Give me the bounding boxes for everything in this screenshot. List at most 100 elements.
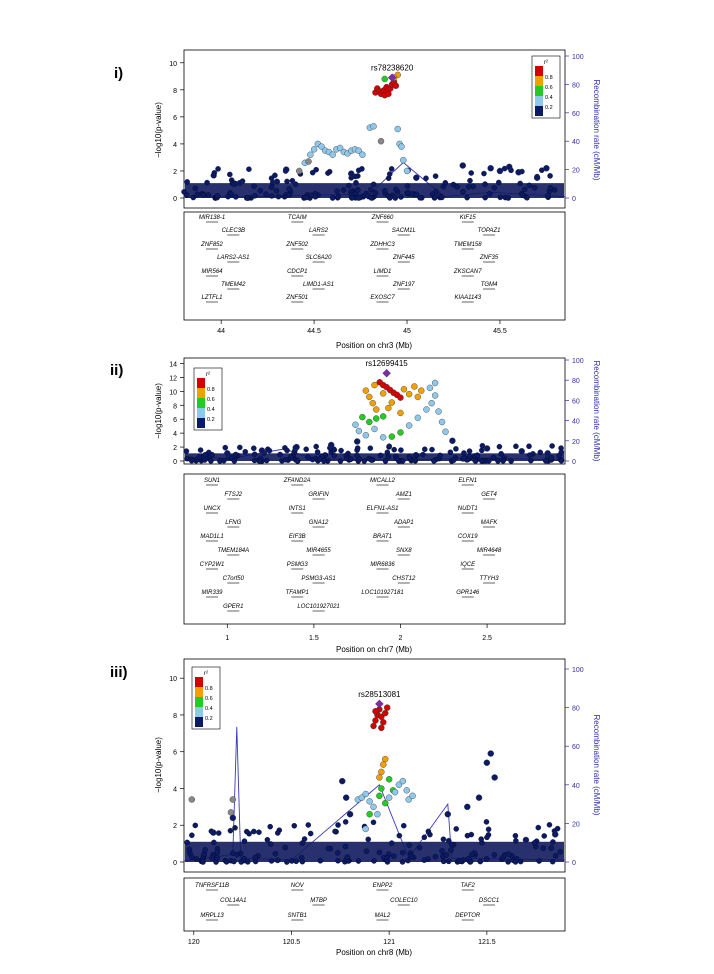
y2-tick-label: 60 <box>572 744 580 751</box>
snp-point <box>479 447 485 454</box>
snp-point <box>391 788 399 796</box>
gene-track-frame <box>183 211 566 321</box>
snp-point <box>370 819 377 826</box>
lead-snp-marker <box>382 368 391 378</box>
snp-point <box>352 421 359 428</box>
snp-point <box>208 458 214 464</box>
snp-point <box>454 184 460 190</box>
snp-point <box>469 851 475 858</box>
snp-point <box>403 787 410 794</box>
snp-point <box>544 450 551 457</box>
snp-point <box>183 448 190 454</box>
gene-label: LFNG <box>225 520 241 526</box>
snp-point <box>310 146 318 153</box>
snp-point <box>334 188 340 194</box>
gene-label: MIR6836 <box>370 562 395 568</box>
snp-point <box>500 458 506 464</box>
y-tick-label: 4 <box>173 786 177 793</box>
legend-title: r² <box>204 671 208 677</box>
snp-point <box>257 187 263 194</box>
snp-point <box>342 843 349 850</box>
snp-point <box>444 811 451 818</box>
snp-point <box>547 185 554 191</box>
y-tick-label: 8 <box>173 88 177 95</box>
snp-point <box>382 799 389 807</box>
snp-point <box>215 166 221 172</box>
legend-title: r² <box>206 372 210 378</box>
gene-label: LARS2-AS1 <box>217 255 249 261</box>
y2-tick-label: 40 <box>572 783 580 790</box>
snp-point <box>379 390 387 397</box>
snp-point <box>423 175 429 182</box>
legend-tick-label: 0.6 <box>205 696 213 702</box>
snp-point <box>432 853 439 860</box>
snp-point <box>379 434 387 441</box>
y-tick-label: 4 <box>173 431 177 438</box>
snp-point <box>439 848 445 854</box>
gene-label: TTYH3 <box>480 576 500 582</box>
snp-point <box>370 722 377 730</box>
snp-point <box>543 165 550 172</box>
snp-point <box>214 193 221 199</box>
snp-point <box>497 194 504 201</box>
gene-label: MRPL13 <box>200 913 224 919</box>
snp-point <box>396 832 403 839</box>
snp-point <box>204 179 210 186</box>
gene-label: KIF15 <box>460 215 477 221</box>
panel-label: ii) <box>110 362 123 379</box>
gene-label: ZNF35 <box>479 255 499 261</box>
snp-point <box>273 188 280 194</box>
snp-point <box>517 858 524 865</box>
snp-point <box>210 172 217 179</box>
snp-point <box>408 853 414 859</box>
snp-point <box>384 859 391 865</box>
legend-swatch <box>195 707 203 717</box>
snp-point <box>411 383 418 390</box>
gene-label: CHST12 <box>392 576 416 582</box>
snp-point <box>197 447 204 453</box>
snp-point <box>472 457 478 464</box>
snp-point <box>303 446 309 452</box>
y2-tick-label: 100 <box>572 667 584 674</box>
snp-point <box>309 456 316 463</box>
snp-point <box>388 840 395 846</box>
y-axis-label: −log10(p-value) <box>154 737 163 793</box>
snp-point <box>413 174 420 181</box>
snp-point <box>342 819 349 825</box>
gene-label: IQCE <box>460 562 476 568</box>
legend-swatch <box>535 106 543 116</box>
snp-point <box>256 458 263 464</box>
snp-point <box>371 858 377 864</box>
legend-swatch <box>535 66 543 76</box>
snp-point <box>491 852 498 858</box>
snp-point <box>391 853 397 859</box>
snp-point <box>373 415 380 422</box>
snp-point <box>443 852 450 858</box>
y2-tick-label: 0 <box>572 196 576 203</box>
snp-point <box>378 724 385 732</box>
y-tick-label: 12 <box>169 375 177 382</box>
snp-point <box>268 184 275 191</box>
snp-point <box>437 452 443 459</box>
snp-point <box>238 859 244 865</box>
snp-point <box>378 768 385 776</box>
gene-label: LOC101927181 <box>361 590 403 596</box>
legend-tick-label: 0.4 <box>207 407 215 413</box>
snp-point <box>397 429 404 436</box>
snp-point <box>200 192 207 198</box>
snp-point <box>274 857 281 864</box>
snp-point <box>228 191 234 197</box>
snp-point <box>505 859 511 865</box>
gene-label: NOV <box>291 883 305 889</box>
y2-tick-label: 0 <box>572 860 576 867</box>
gene-label: MICALL2 <box>370 478 396 484</box>
snp-point <box>284 447 290 454</box>
snp-point <box>432 194 438 201</box>
snp-point <box>405 857 411 864</box>
snp-point <box>349 195 355 201</box>
snp-point <box>336 144 344 152</box>
snp-point <box>368 457 375 463</box>
gene-label: TNFRSF11B <box>195 883 229 889</box>
snp-point <box>426 384 434 392</box>
gene-label: COLEC10 <box>390 898 418 904</box>
